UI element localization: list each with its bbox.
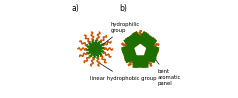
Text: b): b) [119, 4, 127, 13]
Text: bent
aromatic
panel: bent aromatic panel [152, 54, 181, 86]
Text: hydrophilic
group: hydrophilic group [103, 22, 140, 44]
Circle shape [94, 47, 97, 51]
Text: a): a) [71, 4, 79, 13]
Text: linear hydrophobic group: linear hydrophobic group [90, 64, 157, 81]
